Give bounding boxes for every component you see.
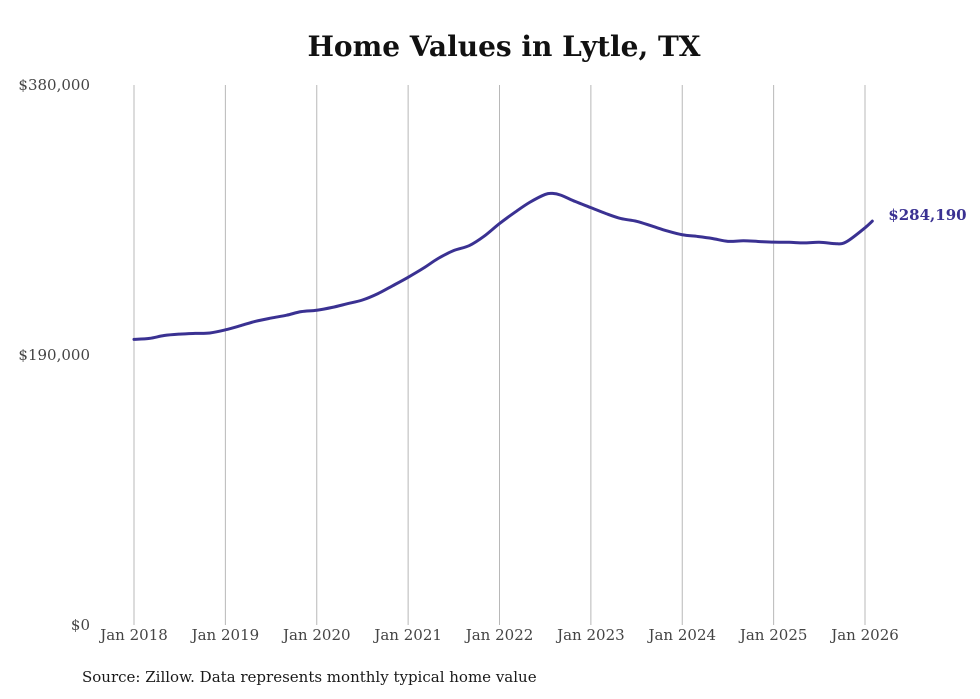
x-tick-label: Jan 2018: [98, 626, 168, 644]
end-value-label: $284,190: [888, 206, 966, 224]
y-axis: $0 $190,000 $380,000: [18, 76, 90, 634]
x-tick-label: Jan 2023: [555, 626, 625, 644]
y-tick-label: $380,000: [18, 76, 90, 94]
series-line: [132, 191, 874, 341]
line-chart: $0$190,000$380,000 Jan 2018 Jan 2019 Jan 2…: [18, 76, 966, 644]
x-tick-label: Jan 2022: [464, 626, 534, 644]
x-tick-label: Jan 2026: [829, 626, 899, 644]
y-tick-label: $0: [71, 616, 90, 634]
source-note: Source: Zillow. Data represents monthly …: [82, 668, 537, 686]
x-tick-label: Jan 2024: [646, 626, 716, 644]
x-axis: Jan 2018 Jan 2019 Jan 2020 Jan 2021 Jan 2022…: [98, 626, 899, 644]
chart-title: Home Values in Lytle, TX: [307, 30, 701, 63]
data-labels: $284,190: [888, 206, 966, 224]
x-tick-label: Jan 2019: [190, 626, 260, 644]
x-tick-label: Jan 2021: [372, 626, 442, 644]
x-tick-label: Jan 2020: [281, 626, 351, 644]
gridlines: [133, 85, 866, 625]
series-layer: [132, 191, 874, 341]
x-tick-label: Jan 2025: [738, 626, 808, 644]
y-tick-label: $190,000: [18, 346, 90, 364]
